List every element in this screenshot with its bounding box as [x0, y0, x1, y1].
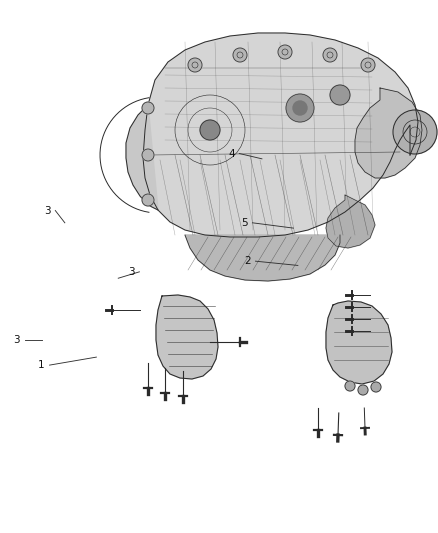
- Text: 3: 3: [44, 206, 51, 215]
- Text: 1: 1: [38, 360, 45, 370]
- Polygon shape: [143, 33, 418, 237]
- Polygon shape: [126, 105, 158, 210]
- Circle shape: [188, 58, 202, 72]
- Circle shape: [361, 58, 375, 72]
- Polygon shape: [355, 88, 422, 178]
- Circle shape: [142, 149, 154, 161]
- Circle shape: [345, 381, 355, 391]
- Circle shape: [358, 385, 368, 395]
- Text: 3: 3: [13, 335, 20, 345]
- Text: 3: 3: [128, 267, 135, 277]
- Circle shape: [330, 85, 350, 105]
- Circle shape: [233, 48, 247, 62]
- Text: 2: 2: [244, 256, 251, 266]
- Circle shape: [393, 110, 437, 154]
- Circle shape: [323, 48, 337, 62]
- Polygon shape: [326, 301, 392, 384]
- Circle shape: [142, 194, 154, 206]
- Polygon shape: [326, 195, 375, 248]
- Circle shape: [200, 120, 220, 140]
- Polygon shape: [185, 235, 340, 281]
- Circle shape: [142, 102, 154, 114]
- Circle shape: [278, 45, 292, 59]
- Polygon shape: [156, 295, 218, 379]
- Circle shape: [371, 382, 381, 392]
- Text: 5: 5: [241, 218, 248, 228]
- Circle shape: [293, 101, 307, 115]
- Text: 4: 4: [228, 149, 235, 158]
- Circle shape: [286, 94, 314, 122]
